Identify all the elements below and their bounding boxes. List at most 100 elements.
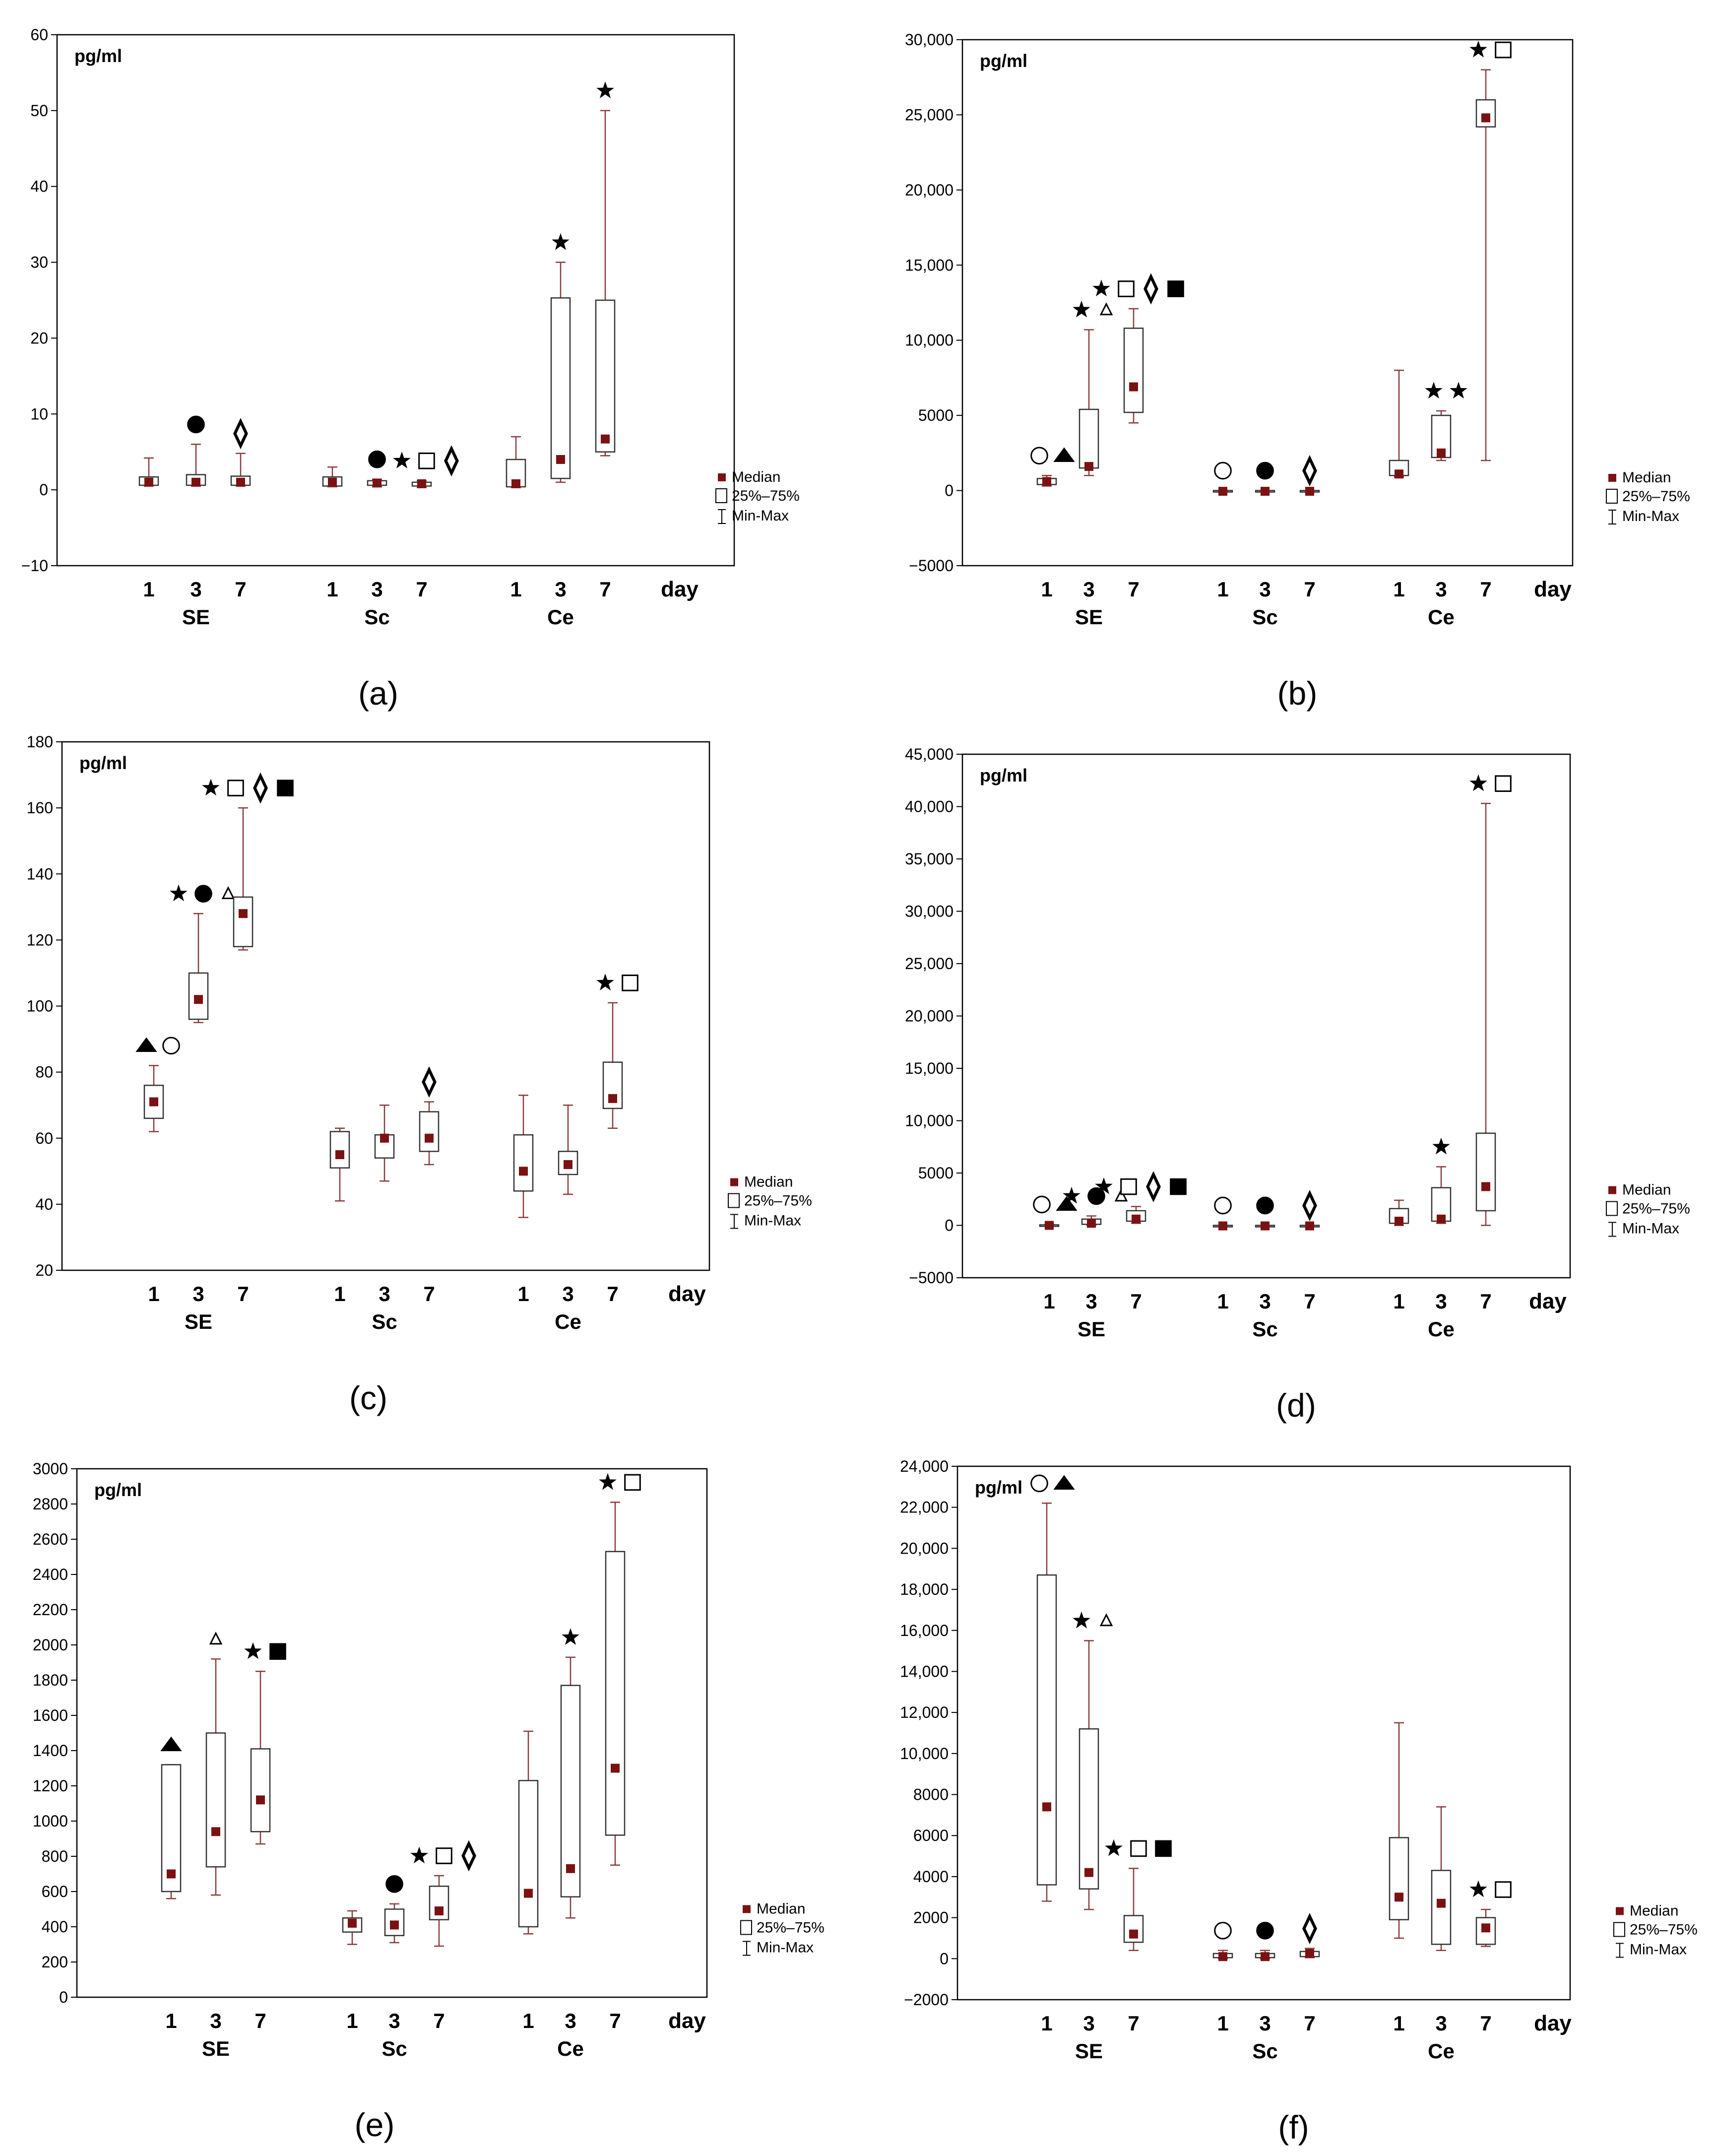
significance-circle-icon bbox=[1214, 461, 1232, 480]
significance-circle-icon bbox=[162, 1037, 180, 1055]
significance-square-icon bbox=[436, 1847, 452, 1864]
legend-box-swatch bbox=[715, 488, 727, 503]
y-axis-label: pg/ml bbox=[975, 1477, 1022, 1498]
median-marker bbox=[1305, 487, 1314, 496]
y-tick-label: 40,000 bbox=[905, 798, 953, 816]
x-tick-label: 1 bbox=[1217, 1290, 1228, 1313]
legend-range-label: Min-Max bbox=[744, 1213, 801, 1229]
y-tick-label: 45,000 bbox=[905, 745, 953, 763]
y-tick-label: 60 bbox=[30, 26, 48, 44]
y-tick-label: 3000 bbox=[33, 1460, 68, 1478]
significance-square-icon bbox=[1120, 1178, 1137, 1195]
significance-circle-icon bbox=[1214, 1196, 1232, 1215]
significance-square-icon bbox=[1495, 41, 1512, 59]
x-tick-label: 1 bbox=[334, 1282, 345, 1306]
chart-panel: −5000 0 5000 10,000 15,000 20,000 25,000 30,000… bbox=[905, 745, 1690, 1424]
median-marker bbox=[1481, 1182, 1490, 1191]
median-marker bbox=[1261, 1221, 1270, 1231]
x-tick-label: 7 bbox=[609, 2009, 621, 2032]
y-tick-label: 35,000 bbox=[905, 850, 953, 868]
y-tick-label: 8000 bbox=[913, 1786, 949, 1804]
x-tick-label: 1 bbox=[522, 2009, 534, 2032]
y-tick-label: 80 bbox=[35, 1063, 53, 1081]
y-tick-label: 1800 bbox=[33, 1671, 68, 1689]
y-tick-label: 2000 bbox=[33, 1636, 68, 1654]
significance-triangle-filled-icon bbox=[1053, 447, 1075, 462]
x-tick-label: 7 bbox=[237, 1282, 249, 1306]
significance-square-icon bbox=[1495, 775, 1512, 792]
x-tick-label: 3 bbox=[388, 2009, 400, 2032]
group-label: Ce bbox=[547, 605, 574, 629]
legend-iqr-label: 25%–75% bbox=[1630, 1922, 1698, 1938]
significance-star-icon bbox=[552, 233, 570, 250]
significance-star-icon bbox=[562, 1628, 579, 1645]
significance-star-icon bbox=[244, 1642, 262, 1659]
y-tick-label: 18,000 bbox=[900, 1580, 949, 1598]
median-marker bbox=[564, 1160, 572, 1169]
legend-median-swatch bbox=[730, 1178, 738, 1186]
group-label: Ce bbox=[1428, 1317, 1455, 1341]
significance-star-icon bbox=[1092, 279, 1110, 297]
significance-triangle-filled-icon bbox=[160, 1736, 182, 1752]
iqr-box bbox=[602, 1061, 623, 1110]
iqr-box bbox=[595, 299, 616, 453]
significance-circle-icon bbox=[1214, 1921, 1232, 1940]
median-marker bbox=[1132, 1214, 1141, 1224]
x-tick-label: 1 bbox=[1217, 578, 1228, 601]
iqr-box bbox=[605, 1551, 626, 1836]
significance-diamond-icon bbox=[461, 1840, 476, 1872]
significance-circle-filled-icon bbox=[1256, 1196, 1274, 1215]
x-tick-label: 3 bbox=[562, 1282, 573, 1306]
significance-star-icon bbox=[1425, 382, 1443, 399]
x-tick-label: 3 bbox=[1259, 578, 1270, 601]
y-tick-label: 0 bbox=[940, 1950, 949, 1967]
y-tick-label: 5000 bbox=[918, 406, 953, 424]
group-label: Sc bbox=[381, 2037, 407, 2060]
chart-panel: 0 200 400 600 800 1000 1200 1400 1600 1800 2000 220… bbox=[33, 1460, 825, 2143]
x-tick-label: 7 bbox=[1480, 1290, 1491, 1313]
significance-circle-icon bbox=[1030, 447, 1048, 465]
significance-circle-filled-icon bbox=[1256, 1921, 1274, 1940]
significance-circle-filled-icon bbox=[1256, 461, 1274, 480]
significance-triangle-filled-icon bbox=[135, 1037, 157, 1052]
y-tick-label: 2800 bbox=[33, 1495, 68, 1513]
median-marker bbox=[239, 909, 248, 918]
x-tick-label: 3 bbox=[1435, 578, 1447, 601]
median-marker bbox=[390, 1920, 399, 1930]
significance-star-icon bbox=[393, 452, 411, 468]
group-label: SE bbox=[1075, 605, 1103, 629]
legend: Median 25%–75% Min-Max bbox=[728, 1174, 812, 1229]
significance-circle-filled-icon bbox=[385, 1875, 403, 1893]
legend-box-swatch bbox=[1606, 489, 1618, 504]
x-tick-label: 3 bbox=[1435, 1290, 1447, 1313]
x-tick-label: 3 bbox=[1083, 578, 1094, 601]
iqr-box bbox=[1475, 99, 1496, 128]
significance-square-icon bbox=[624, 1474, 641, 1491]
x-axis-day-label: day bbox=[1534, 577, 1572, 601]
x-tick-label: 7 bbox=[235, 578, 246, 601]
x-tick-label: 3 bbox=[371, 578, 382, 601]
y-tick-label: 15,000 bbox=[905, 1059, 953, 1077]
y-tick-label: 15,000 bbox=[905, 256, 953, 274]
legend: Median 25%–75% Min-Max bbox=[715, 469, 800, 524]
significance-square-filled-icon bbox=[269, 1643, 286, 1660]
median-marker bbox=[611, 1764, 620, 1773]
legend: Median 25%–75% Min-Max bbox=[1613, 1903, 1698, 1958]
x-tick-label: 1 bbox=[1043, 1290, 1055, 1313]
significance-circle-filled-icon bbox=[194, 885, 212, 903]
iqr-box bbox=[205, 1732, 226, 1868]
y-tick-label: 24,000 bbox=[900, 1457, 949, 1475]
x-tick-label: 7 bbox=[433, 2009, 445, 2032]
y-tick-label: 60 bbox=[35, 1129, 53, 1147]
y-tick-label: 100 bbox=[27, 997, 53, 1015]
significance-diamond-icon bbox=[1146, 1171, 1161, 1203]
legend-box-swatch bbox=[728, 1193, 740, 1208]
panel-label: (a) bbox=[358, 675, 398, 712]
y-tick-label: 2400 bbox=[33, 1566, 68, 1583]
x-tick-label: 1 bbox=[346, 2009, 358, 2032]
significance-triangle-icon bbox=[1114, 1188, 1128, 1202]
significance-diamond-icon bbox=[1143, 273, 1158, 305]
median-marker bbox=[328, 477, 337, 487]
legend: Median 25%–75% Min-Max bbox=[1606, 469, 1690, 524]
x-tick-label: 3 bbox=[1083, 2012, 1094, 2035]
